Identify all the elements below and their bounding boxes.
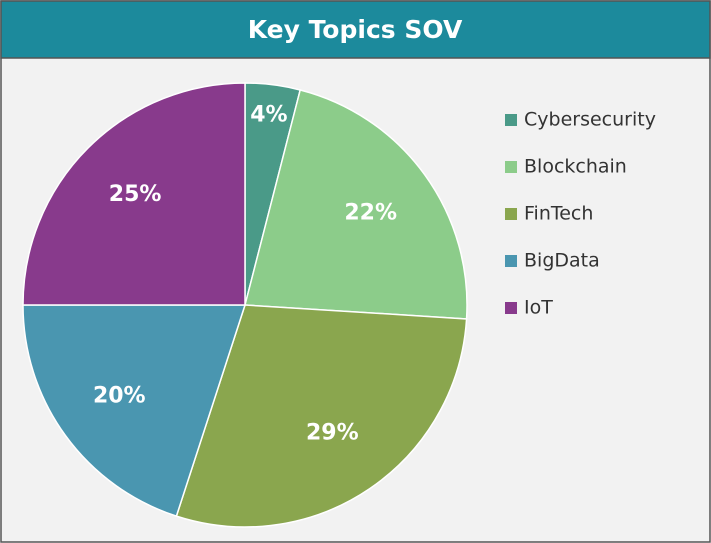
legend-label: Blockchain	[524, 156, 627, 178]
pie-slice	[244, 89, 468, 320]
pie-slice	[22, 304, 247, 518]
chart-title: Key Topics SOV	[248, 15, 463, 44]
pie-slice	[175, 304, 468, 528]
pie-slice	[22, 82, 246, 306]
legend-swatch	[505, 161, 517, 173]
data-label: 29%	[306, 421, 359, 446]
legend-swatch	[505, 114, 517, 126]
legend-swatch	[505, 255, 517, 267]
data-label: 25%	[109, 182, 162, 207]
title-bar	[0, 0, 711, 59]
data-label: 22%	[344, 201, 397, 226]
legend-label: BigData	[524, 250, 600, 272]
data-label: 20%	[93, 383, 146, 408]
legend-label: IoT	[524, 297, 553, 319]
legend-swatch	[505, 302, 517, 314]
legend-swatch	[505, 208, 517, 220]
legend-label: FinTech	[524, 203, 593, 225]
legend-label: Cybersecurity	[524, 109, 656, 131]
data-label: 4%	[250, 103, 287, 128]
